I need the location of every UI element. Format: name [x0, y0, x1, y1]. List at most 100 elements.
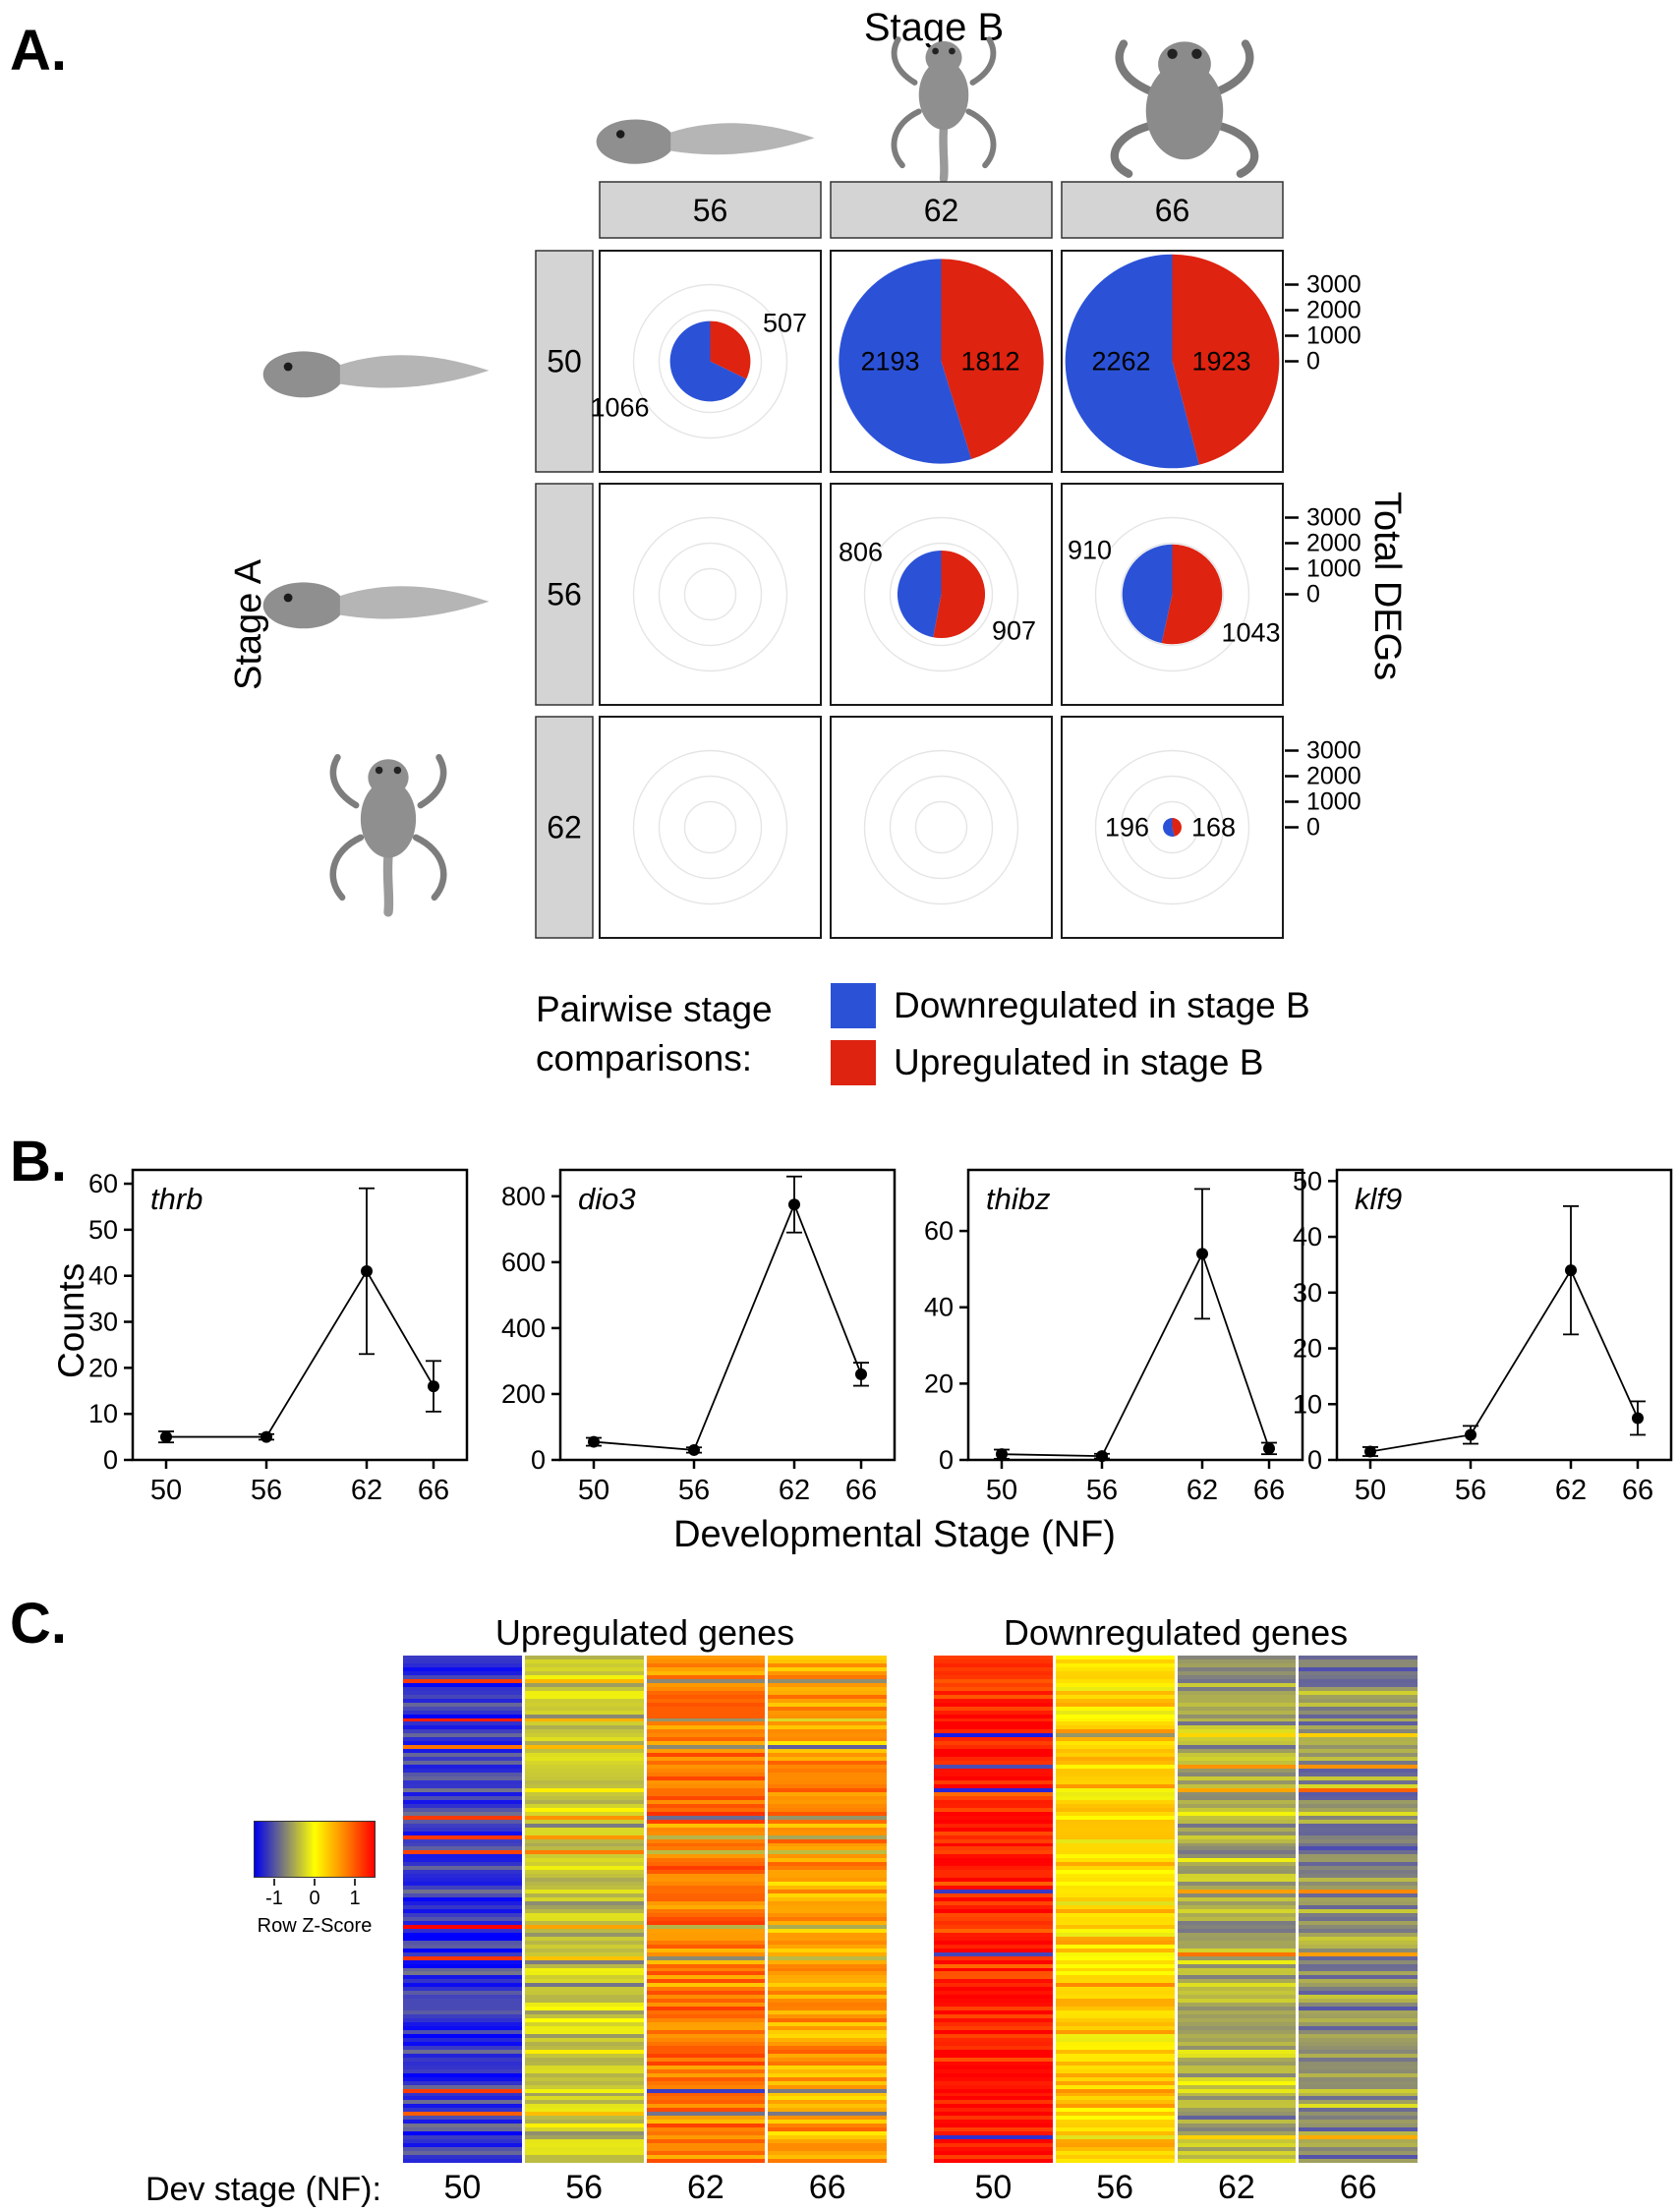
- heatmap-cell: [768, 2127, 887, 2132]
- heatmap-cell: [646, 2022, 766, 2027]
- heatmap-row: [403, 1955, 887, 1960]
- heatmap-cell: [403, 2003, 522, 2008]
- heatmap-row: [403, 1823, 887, 1828]
- heatmap-cell: [646, 1674, 766, 1679]
- legend-item-downregulated: Downregulated in stage B: [831, 983, 1310, 1028]
- heatmap-cell: [524, 1670, 644, 1675]
- heatmap-row: [934, 2135, 1418, 2140]
- heatmap-cell: [524, 2014, 644, 2019]
- x-tick-label: 62: [351, 1475, 382, 1506]
- heatmap-cell: [1177, 1866, 1297, 1871]
- heatmap-cell: [768, 1878, 887, 1883]
- heatmap-cell: [403, 2014, 522, 2019]
- heatmap-cell: [524, 1916, 644, 1921]
- heatmap-row: [403, 2053, 887, 2058]
- heatmap-row: [934, 1674, 1418, 1679]
- heatmap-cell: [934, 1963, 1053, 1968]
- x-tick-label: 62: [779, 1475, 810, 1506]
- heatmap-cell: [524, 2022, 644, 2027]
- data-point: [855, 1368, 867, 1380]
- heatmap-row: [403, 1787, 887, 1792]
- heatmap-cell: [403, 2155, 522, 2159]
- x-tick-label: 56: [251, 1475, 282, 1506]
- heatmap-cell: [934, 1733, 1053, 1738]
- heatmap-cell: [646, 2092, 766, 2097]
- heatmap-cell: [403, 1893, 522, 1898]
- heatmap-cell: [646, 1690, 766, 1695]
- heatmap-cell: [1177, 1702, 1297, 1707]
- heatmap-cell: [646, 2084, 766, 2089]
- heatmap-cell: [403, 1971, 522, 1976]
- heatmap-cell: [646, 1753, 766, 1758]
- heatmap-cell: [524, 1995, 644, 2000]
- heatmap-cell: [524, 2100, 644, 2105]
- heatmap-cell: [1055, 1874, 1175, 1879]
- heatmap-cell: [646, 1886, 766, 1891]
- colorbar-title: Row Z-Score: [257, 1915, 373, 1937]
- data-point: [1364, 1445, 1376, 1458]
- heatmap-cell: [403, 1706, 522, 1711]
- gene-plot-thrb: 0 10 20 30 40 50 60 50 56 62 66 thrb: [88, 1168, 469, 1506]
- heatmap-cell: [934, 1854, 1053, 1859]
- heatmap-cell: [1055, 1811, 1175, 1816]
- heatmap-cell: [1177, 1690, 1297, 1695]
- heatmap-cell: [1055, 2143, 1175, 2148]
- heatmap-row: [403, 1874, 887, 1879]
- heatmap-cell: [768, 1987, 887, 1992]
- heatmap-cell: [1177, 2061, 1297, 2066]
- y-tick-label: 600: [501, 1248, 546, 1277]
- heatmap-cell: [1177, 1936, 1297, 1941]
- heatmap-cell: [646, 1955, 766, 1960]
- heatmap-cell: [524, 1757, 644, 1762]
- gene-count-plots: 0 10 20 30 40 50 60 50 56 62 66 thrb 0 200 400 600 800 50…: [0, 1155, 1679, 1558]
- heatmap-row: [934, 1854, 1418, 1859]
- heatmap-cell: [1055, 1674, 1175, 1679]
- heatmap-cell: [403, 1656, 522, 1659]
- heatmap-cell: [646, 2068, 766, 2073]
- heatmap-cell: [1299, 1799, 1418, 1804]
- heatmap-cell: [524, 1662, 644, 1667]
- heatmap-cell: [1055, 1850, 1175, 1855]
- heatmap-cell: [1055, 1725, 1175, 1730]
- heatmap-cell: [1055, 1690, 1175, 1695]
- polar-ring: [863, 516, 1019, 672]
- heatmap-cell: [403, 2096, 522, 2101]
- heatmap-cell: [403, 2139, 522, 2144]
- colorbar-tickmark: [314, 1879, 316, 1886]
- heatmap-cell: [1299, 1850, 1418, 1855]
- colorbar-tickmark: [354, 1879, 356, 1886]
- heatmap-cell: [646, 1776, 766, 1780]
- heatmap-cell: [524, 1936, 644, 1941]
- heatmap-cell: [934, 2135, 1053, 2140]
- polar-ring: [889, 775, 994, 880]
- heatmap-cell: [934, 1706, 1053, 1711]
- heatmap-cell: [768, 2092, 887, 2097]
- heatmap-cell: [1177, 1932, 1297, 1937]
- y-tick-label: 60: [88, 1169, 118, 1198]
- heatmap-cell: [646, 1858, 766, 1863]
- heatmap-cell: [768, 1659, 887, 1663]
- heatmap-row: [403, 2033, 887, 2038]
- pie-slice-downregulated: [1065, 254, 1199, 469]
- heatmap-cell: [1177, 1991, 1297, 1996]
- heatmap-cell: [1177, 2003, 1297, 2008]
- heatmap-cell: [524, 2072, 644, 2077]
- heatmap-cell: [1299, 1717, 1418, 1722]
- tadpole-nf50-image: [262, 351, 490, 398]
- y-tick-label: 0: [103, 1445, 118, 1475]
- heatmap-cell: [1055, 1702, 1175, 1707]
- heatmap-cell: [646, 1670, 766, 1675]
- heatmap-cell: [1299, 1862, 1418, 1867]
- heatmap-cell: [1055, 1761, 1175, 1766]
- heatmap-row: [403, 1694, 887, 1699]
- heatmap-cell: [1299, 2065, 1418, 2069]
- heatmap-row: [403, 2104, 887, 2109]
- heatmap-cell: [524, 2061, 644, 2066]
- heatmap-cell: [646, 1920, 766, 1925]
- down-count-label: 2193: [860, 347, 919, 377]
- heatmap-cell: [403, 2147, 522, 2152]
- heatmap-cell: [768, 1905, 887, 1909]
- gene-name-label: thrb: [150, 1182, 203, 1216]
- pie-slice-upregulated: [941, 259, 1044, 460]
- heatmap-row: [934, 1842, 1418, 1847]
